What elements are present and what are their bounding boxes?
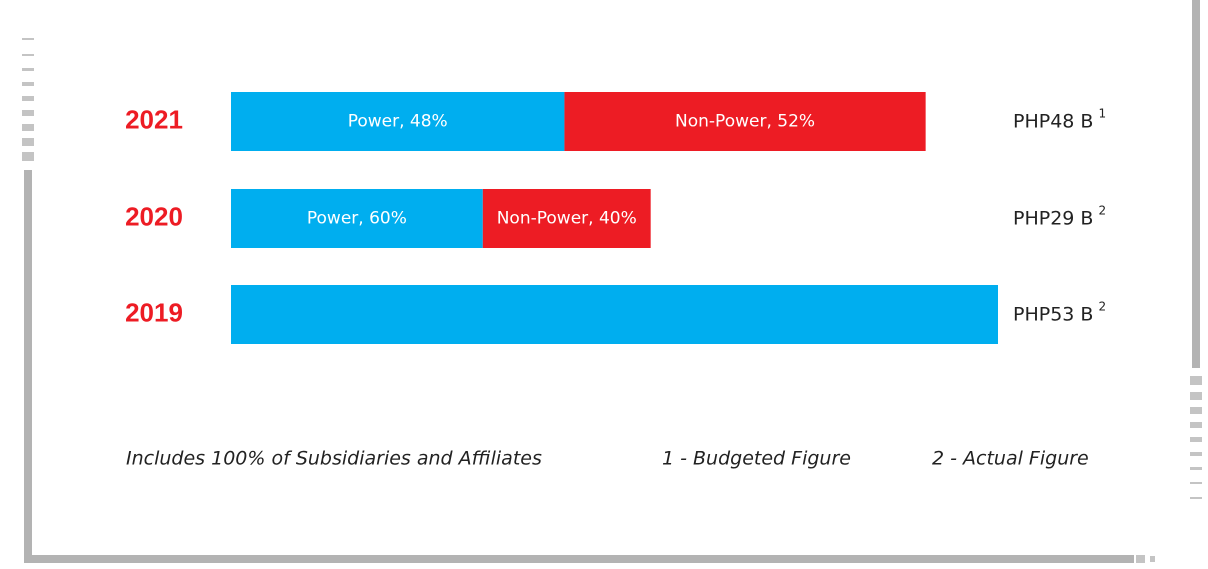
bar-segment (231, 189, 483, 248)
total-label: PHP48 B 1 (1013, 106, 1106, 132)
year-label: 2021 (125, 104, 183, 134)
bar-segment (482, 189, 651, 248)
footnote: 1 - Budgeted Figure (662, 448, 851, 470)
year-label: 2019 (125, 297, 183, 327)
year-label: 2020 (125, 201, 183, 231)
total-note: 2 (1098, 299, 1106, 313)
segment-label: Non-Power, 40% (497, 209, 637, 229)
total-label: PHP29 B 2 (1013, 203, 1106, 229)
segment-label: Non-Power, 52% (675, 112, 815, 132)
bar-segment (564, 92, 926, 151)
bar-segment (231, 285, 998, 344)
total-value: PHP29 B (1013, 207, 1093, 229)
total-note: 1 (1098, 106, 1106, 120)
bar-segment (231, 92, 565, 151)
total-note: 2 (1098, 203, 1106, 217)
total-value: PHP48 B (1013, 110, 1093, 132)
footnote: 2 - Actual Figure (932, 448, 1089, 470)
footnote: Includes 100% of Subsidiaries and Affili… (126, 448, 542, 470)
total-label: PHP53 B 2 (1013, 299, 1106, 325)
frame (22, 0, 1202, 563)
segment-label: Power, 60% (307, 209, 407, 229)
segment-label: Power, 48% (348, 112, 448, 132)
total-value: PHP53 B (1013, 303, 1093, 325)
